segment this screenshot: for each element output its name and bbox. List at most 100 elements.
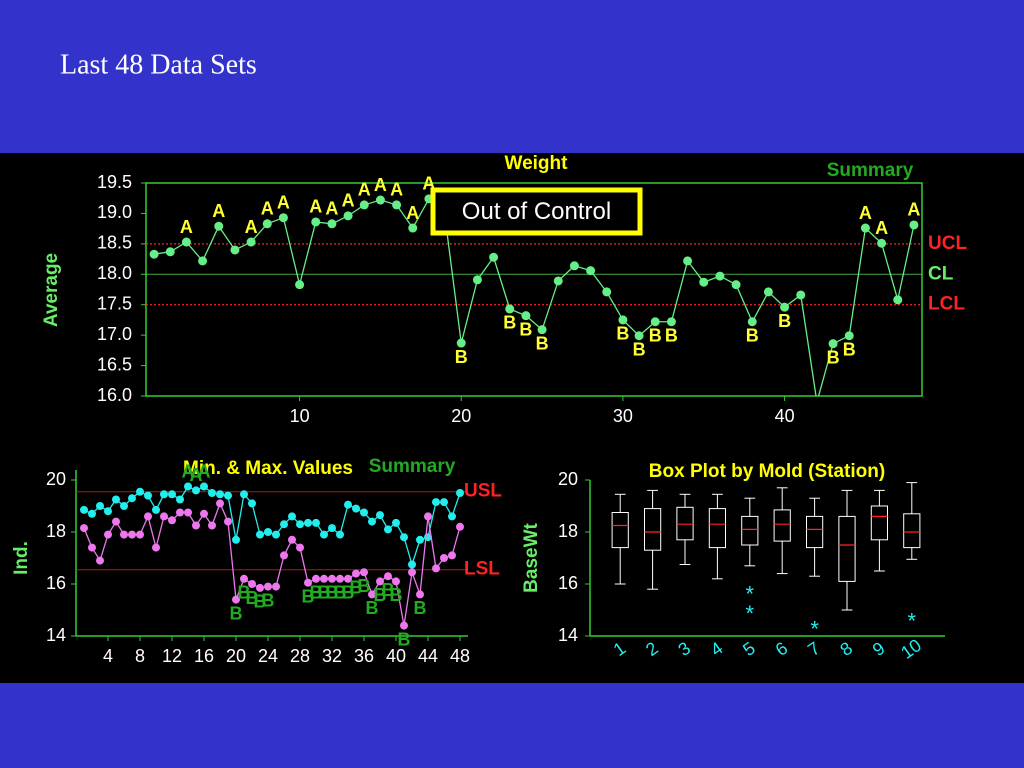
point-label: A xyxy=(245,217,258,237)
y-tick-label: 19.5 xyxy=(97,172,132,192)
point-label: A xyxy=(875,218,888,238)
outlier: * xyxy=(746,601,755,626)
slide-title: Last 48 Data Sets xyxy=(60,49,257,80)
data-point xyxy=(152,543,160,552)
data-point xyxy=(352,504,360,513)
box xyxy=(644,508,662,551)
data-point xyxy=(328,524,336,533)
point-label: A xyxy=(342,191,355,211)
data-point xyxy=(80,505,88,514)
data-point xyxy=(160,512,168,521)
data-point xyxy=(731,280,741,290)
data-point xyxy=(304,518,312,527)
reference-label: LCL xyxy=(928,294,965,315)
y-tick-label: 20 xyxy=(558,469,578,489)
box xyxy=(806,515,824,549)
data-point xyxy=(262,219,272,229)
box xyxy=(870,505,888,541)
box xyxy=(708,508,726,549)
data-point xyxy=(352,569,360,578)
point-label: A xyxy=(390,180,403,200)
box xyxy=(611,512,629,549)
data-point xyxy=(144,512,152,521)
data-point xyxy=(715,271,725,281)
data-point xyxy=(432,498,440,507)
data-point xyxy=(181,237,191,247)
outlier: * xyxy=(746,581,755,606)
data-point xyxy=(165,247,175,257)
point-label: A xyxy=(182,461,195,481)
data-point xyxy=(144,491,152,500)
data-point xyxy=(909,220,919,230)
point-label: A xyxy=(406,203,419,223)
data-point xyxy=(489,252,499,262)
data-point xyxy=(120,530,128,539)
data-point xyxy=(208,489,216,497)
point-label: A xyxy=(907,200,920,220)
point-label: B xyxy=(649,326,662,346)
x-tick-label: 44 xyxy=(418,646,438,666)
data-point xyxy=(192,486,200,495)
data-point xyxy=(763,287,773,297)
box xyxy=(676,506,694,541)
point-label: B xyxy=(746,326,759,346)
data-point xyxy=(328,574,336,583)
x-tick-label: 32 xyxy=(322,646,342,666)
data-point xyxy=(176,495,184,504)
data-point xyxy=(650,317,660,327)
data-point xyxy=(780,302,790,312)
point-label: B xyxy=(318,583,331,603)
x-tick-label: 40 xyxy=(386,646,406,666)
data-point xyxy=(844,331,854,341)
point-label: B xyxy=(503,313,516,333)
point-label: A xyxy=(212,201,225,221)
chart-title: Weight xyxy=(505,153,569,174)
y-axis-label: BaseWt xyxy=(521,522,542,592)
data-point xyxy=(408,568,416,577)
x-tick-label: 40 xyxy=(775,406,795,426)
y-axis-label: Average xyxy=(41,253,62,327)
data-point xyxy=(288,535,296,544)
reference-label: USL xyxy=(464,481,502,502)
point-label: B xyxy=(827,347,840,367)
x-tick-label: 48 xyxy=(450,646,470,666)
x-tick-label: 20 xyxy=(226,646,246,666)
point-label: A xyxy=(374,175,387,195)
y-tick-label: 18 xyxy=(46,521,66,541)
data-point xyxy=(198,256,208,266)
data-point xyxy=(152,505,160,514)
point-label: B xyxy=(334,583,347,603)
x-tick-label: 28 xyxy=(290,646,310,666)
data-point xyxy=(88,509,96,518)
data-point xyxy=(240,574,248,583)
data-point xyxy=(416,590,424,599)
data-point xyxy=(184,482,192,491)
x-tick-label: 24 xyxy=(258,646,278,666)
data-point xyxy=(80,524,88,533)
data-point xyxy=(392,577,400,586)
data-point xyxy=(634,331,644,341)
data-point xyxy=(288,512,296,521)
point-label: A xyxy=(261,199,274,219)
y-tick-label: 14 xyxy=(558,625,578,645)
annotation: Summary xyxy=(827,160,914,181)
point-label: B xyxy=(398,629,411,649)
data-point xyxy=(280,551,288,560)
annotation: Summary xyxy=(369,456,456,477)
point-label: B xyxy=(414,598,427,618)
point-label: B xyxy=(519,319,532,339)
point-label: B xyxy=(254,592,267,612)
point-label: B xyxy=(246,588,259,608)
point-label: B xyxy=(382,580,395,600)
data-point xyxy=(666,317,676,327)
box xyxy=(838,515,856,582)
data-point xyxy=(343,211,353,221)
data-point xyxy=(432,564,440,573)
point-label: B xyxy=(843,340,856,360)
data-point xyxy=(296,543,304,552)
data-point xyxy=(456,338,466,348)
callout-text: Out of Control xyxy=(462,198,611,225)
data-point xyxy=(216,490,224,499)
x-tick-label: 12 xyxy=(162,646,182,666)
